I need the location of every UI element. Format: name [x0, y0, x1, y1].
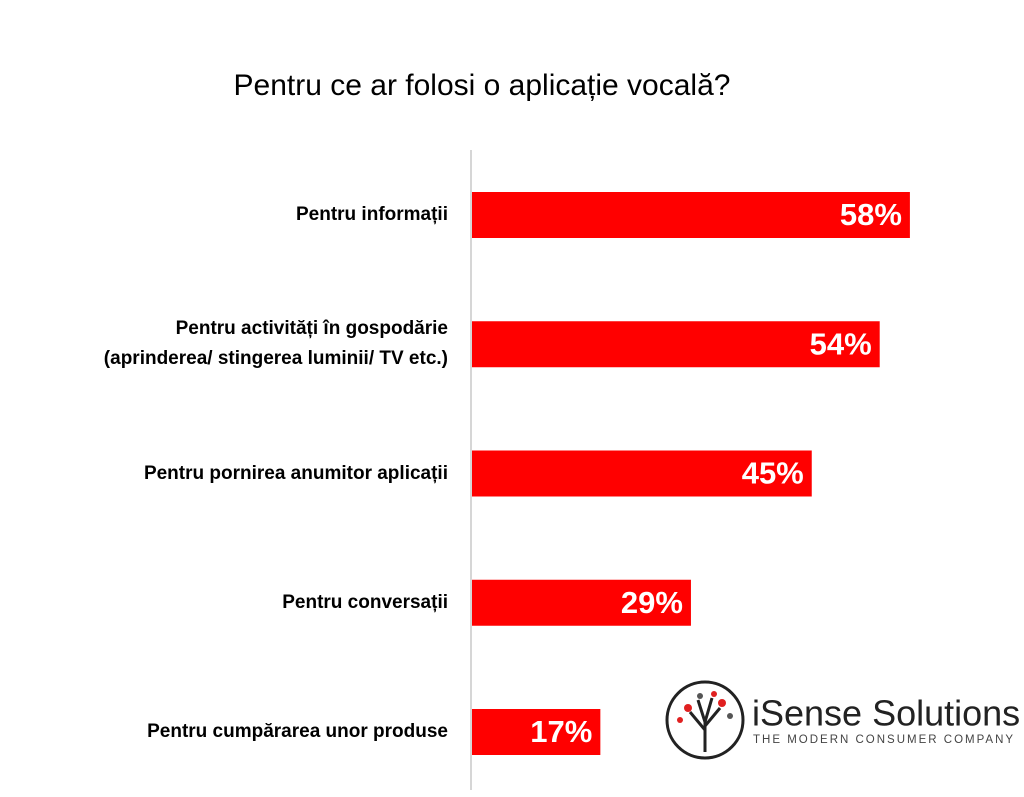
category-label: Pentru informații: [295, 204, 448, 225]
category-label: Pentru activități în gospodărie (aprinde…: [103, 318, 448, 370]
bar: [472, 579, 691, 626]
value-label: 54%: [810, 326, 872, 361]
logo-dot: [711, 691, 717, 697]
value-label: 29%: [621, 585, 683, 620]
logo: iSense Solutions THE MODERN CONSUMER COM…: [665, 680, 1020, 760]
logo-name: iSense Solutions: [752, 693, 1020, 734]
bar: [472, 321, 880, 368]
value-label: 45%: [742, 456, 804, 491]
bar: [472, 709, 601, 755]
logo-dot: [727, 713, 733, 719]
category-label: Pentru cumpărarea unor produse: [147, 721, 448, 742]
bar: [472, 450, 812, 497]
logo-tagline: THE MODERN CONSUMER COMPANY: [753, 734, 1015, 746]
value-label: 58%: [840, 197, 902, 232]
logo-dot: [697, 693, 703, 699]
logo-dot: [718, 699, 726, 707]
category-label: Pentru pornirea anumitor aplicații: [143, 462, 448, 484]
logo-tree: [688, 697, 722, 752]
category-label: Pentru conversații: [282, 591, 448, 613]
value-label: 17%: [530, 714, 592, 749]
logo-dot: [677, 717, 683, 723]
chart-title: Pentru ce ar folosi o aplicație vocală?: [234, 69, 731, 102]
bar: [472, 192, 910, 238]
logo-dot: [684, 704, 692, 712]
